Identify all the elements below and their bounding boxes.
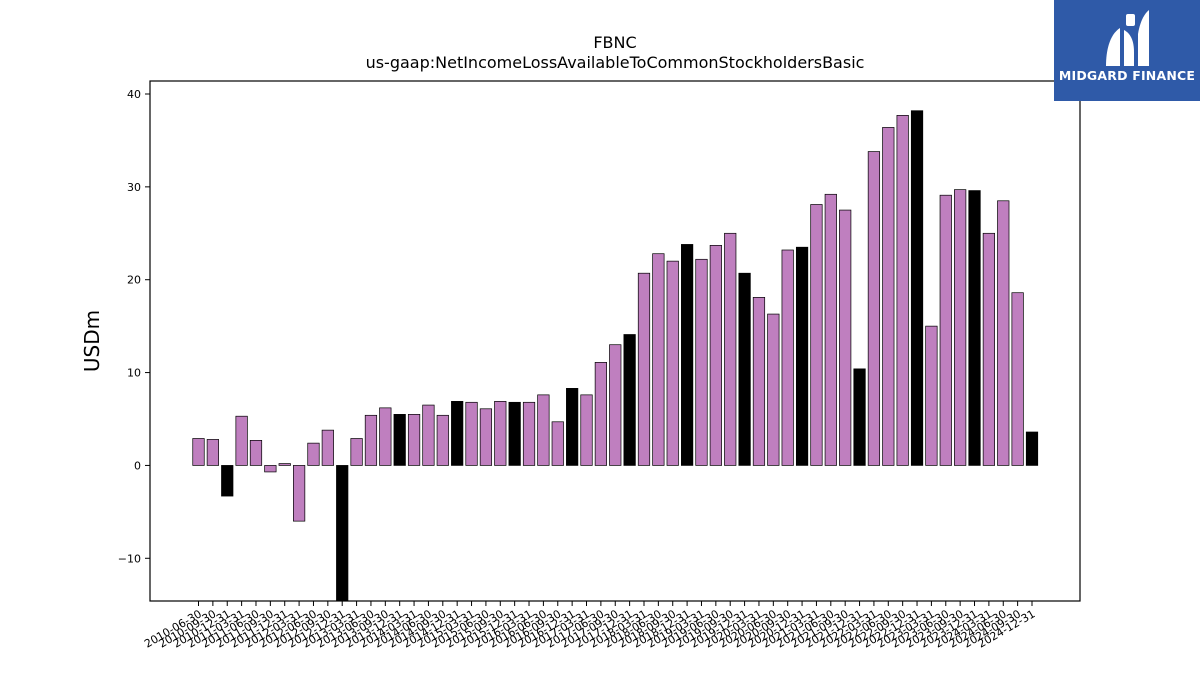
mf-monogram-icon xyxy=(1106,10,1149,66)
bar-2013-03-31 xyxy=(350,438,363,466)
bar-2010-12-31 xyxy=(221,465,234,497)
y-axis: −10 0 10 20 30 40 xyxy=(118,88,150,565)
bar-2020-09-30 xyxy=(781,249,794,466)
bar-2011-09-30 xyxy=(264,465,277,473)
bar-2016-09-30 xyxy=(551,421,564,466)
bar-2011-12-31 xyxy=(278,463,291,466)
bar-2012-12-31 xyxy=(336,465,349,602)
brand-name: MIDGARD FINANCE xyxy=(1058,68,1196,83)
bars-group xyxy=(192,110,1039,602)
bar-2015-06-30 xyxy=(479,408,493,466)
bar-2013-12-31 xyxy=(393,414,406,466)
bar-2010-06-30 xyxy=(192,438,205,466)
bar-2013-09-30 xyxy=(379,407,392,466)
bar-2019-09-30 xyxy=(724,232,737,466)
bar-2011-06-30 xyxy=(249,440,263,466)
chart-subtitle: us-gaap:NetIncomeLossAvailableToCommonSt… xyxy=(366,53,865,72)
bar-2013-06-30 xyxy=(364,414,378,466)
plot-frame xyxy=(149,80,1081,602)
bar-2017-09-30 xyxy=(609,344,622,466)
bar-2024-09-30 xyxy=(1011,292,1024,466)
bar-2020-03-31 xyxy=(752,297,766,466)
bar-2021-03-31 xyxy=(810,204,823,466)
bar-2019-03-31 xyxy=(695,258,708,466)
bar-2011-03-31 xyxy=(235,415,248,466)
bar-2023-09-30 xyxy=(954,189,967,466)
bar-2021-09-30 xyxy=(839,209,852,466)
chart-title: FBNC xyxy=(593,33,636,52)
bar-2024-06-30 xyxy=(997,200,1010,466)
bar-2023-06-30 xyxy=(939,194,952,466)
bar-2023-03-31 xyxy=(925,325,938,466)
bar-2018-06-30 xyxy=(652,253,665,466)
bar-2022-09-30 xyxy=(896,115,909,466)
bar-2014-12-31 xyxy=(451,401,464,466)
y-tick-label: 30 xyxy=(127,181,141,194)
bar-2021-06-30 xyxy=(824,193,837,466)
y-tick-label: 10 xyxy=(127,367,141,380)
bar-2014-03-31 xyxy=(407,414,421,466)
bar-2023-12-31 xyxy=(968,190,981,466)
bar-2014-09-30 xyxy=(436,414,449,466)
bar-2024-03-31 xyxy=(982,232,995,466)
y-tick-label: 40 xyxy=(127,88,141,101)
y-tick-label: 20 xyxy=(127,274,141,287)
bar-2022-12-31 xyxy=(910,110,924,466)
bar-2015-12-31 xyxy=(508,401,521,466)
bar-2021-12-31 xyxy=(853,368,866,466)
bar-2017-12-31 xyxy=(623,334,636,466)
bar-2022-06-30 xyxy=(882,127,895,466)
bar-2016-06-30 xyxy=(537,394,550,466)
y-tick-label: 0 xyxy=(134,459,141,472)
bar-2014-06-30 xyxy=(422,404,435,466)
bar-2016-03-31 xyxy=(522,401,536,466)
bar-2019-06-30 xyxy=(709,245,722,466)
bar-2017-06-30 xyxy=(594,362,607,466)
bar-2022-03-31 xyxy=(867,151,881,466)
bar-2010-09-30 xyxy=(206,439,219,466)
bar-2018-09-30 xyxy=(666,260,679,466)
bar-2024-12-31 xyxy=(1025,431,1039,466)
bar-2016-12-31 xyxy=(566,388,579,466)
y-tick-label: −10 xyxy=(118,552,141,565)
bar-2015-03-31 xyxy=(465,401,478,466)
brand-logo: MIDGARD FINANCE xyxy=(1054,0,1200,101)
bar-2017-03-31 xyxy=(580,394,593,466)
bar-2020-12-31 xyxy=(795,246,809,466)
bar-2020-06-30 xyxy=(767,313,780,466)
bar-2012-09-30 xyxy=(321,429,334,466)
bar-2012-03-31 xyxy=(293,465,306,522)
bar-2012-06-30 xyxy=(307,442,320,466)
bar-2015-09-30 xyxy=(494,401,507,466)
bar-2018-03-31 xyxy=(637,272,651,466)
bar-2019-12-31 xyxy=(738,272,751,466)
x-axis: 2010-06-302010-09-302010-12-312011-03-31… xyxy=(142,601,1038,651)
y-axis-label: USDm xyxy=(80,310,104,372)
bar-2018-12-31 xyxy=(681,244,694,466)
